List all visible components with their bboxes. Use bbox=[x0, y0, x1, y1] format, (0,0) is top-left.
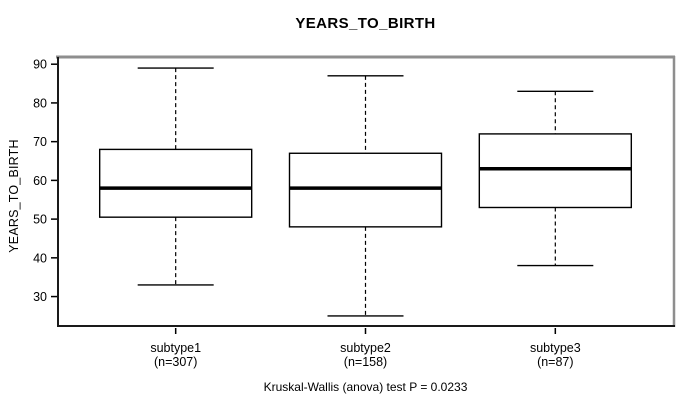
x-tick-label-subtype3: subtype3 bbox=[530, 341, 581, 355]
box-iqr-subtype1 bbox=[98, 148, 253, 218]
y-tick-label: 60 bbox=[33, 174, 47, 188]
x-tick-label-subtype2: subtype2 bbox=[340, 341, 391, 355]
box-iqr-subtype2 bbox=[288, 152, 443, 228]
stat-test-caption: Kruskal-Wallis (anova) test P = 0.0233 bbox=[263, 380, 468, 394]
y-tick-label: 30 bbox=[33, 290, 47, 304]
y-tick-label: 40 bbox=[33, 251, 47, 265]
y-tick-label: 90 bbox=[33, 58, 47, 72]
y-tick-label: 80 bbox=[33, 96, 47, 110]
x-tick-sublabel-subtype3: (n=87) bbox=[537, 355, 573, 369]
chart-title: YEARS_TO_BIRTH bbox=[295, 15, 436, 32]
x-tick-sublabel-subtype1: (n=307) bbox=[154, 355, 197, 369]
x-tick-sublabel-subtype2: (n=158) bbox=[344, 355, 387, 369]
box-iqr-subtype3 bbox=[478, 133, 633, 209]
y-tick-label: 50 bbox=[33, 213, 47, 227]
x-tick-label-subtype1: subtype1 bbox=[150, 341, 201, 355]
y-tick-label: 70 bbox=[33, 135, 47, 149]
